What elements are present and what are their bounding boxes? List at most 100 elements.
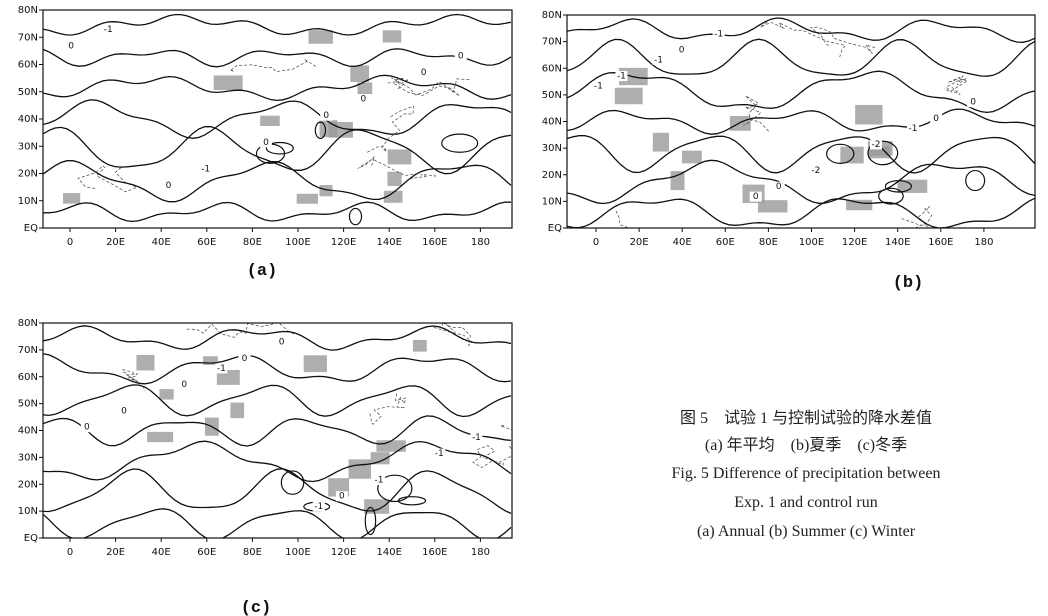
- contour-label: -2: [871, 140, 880, 150]
- coastline: [943, 75, 969, 95]
- x-tick-label: 0: [67, 547, 73, 558]
- y-tick-label: 20N: [18, 479, 38, 490]
- terrain-shade: [614, 87, 643, 105]
- contour-label: -1: [104, 25, 113, 35]
- contour-loop: [364, 506, 377, 536]
- x-tick-label: 180: [974, 237, 993, 248]
- contour-label: 0: [263, 138, 269, 148]
- contour-label: 0: [753, 192, 759, 202]
- x-tick-label: 180: [471, 547, 490, 558]
- contour-line: [43, 325, 512, 351]
- coastline: [472, 444, 512, 468]
- contour-label-bg: [930, 113, 943, 124]
- terrain-shade: [308, 30, 333, 44]
- contour-label: -2: [811, 166, 820, 176]
- contour-line: [43, 99, 512, 139]
- contour-line: [43, 415, 512, 447]
- contour-label: -1: [435, 449, 444, 459]
- terrain-shade: [412, 339, 427, 352]
- x-tick-label: 20E: [106, 547, 125, 558]
- terrain-shade: [348, 459, 372, 479]
- x-tick-label: 160E: [422, 237, 447, 248]
- contour-label: -1: [714, 29, 723, 39]
- terrain-shade: [147, 431, 174, 443]
- terrain-shade: [319, 185, 333, 197]
- x-tick-label: 60E: [716, 237, 735, 248]
- y-tick-label: EQ: [24, 533, 38, 544]
- coastline: [369, 393, 407, 425]
- contour-label-bg: [592, 81, 605, 92]
- contour-label-bg: [470, 432, 483, 443]
- contour-label-bg: [652, 54, 665, 65]
- coastline: [500, 425, 512, 430]
- terrain-shade: [652, 132, 669, 152]
- x-tick-label: 140E: [885, 237, 910, 248]
- y-tick-label: 70N: [18, 32, 38, 43]
- x-tick-label: 60E: [197, 547, 216, 558]
- terrain-shade: [681, 150, 702, 164]
- y-tick-label: 80N: [18, 5, 38, 16]
- y-tick-label: 60N: [18, 372, 38, 383]
- contour-label-bg: [869, 139, 882, 150]
- contour-label: 0: [181, 380, 187, 390]
- x-tick-label: 0: [67, 237, 73, 248]
- x-tick-label: 100E: [285, 237, 310, 248]
- x-tick-label: 160E: [422, 547, 447, 558]
- map-panel: 0 0 0 -1 -2 -1 0 -2 -1 -1 0 -1 80N 70N 60N 50N 40N 30N 20N…: [542, 10, 1036, 293]
- panel-label: (a): [247, 262, 278, 281]
- y-tick-label: 70N: [18, 345, 38, 356]
- contour-line: [567, 17, 1035, 43]
- coastline: [229, 59, 317, 73]
- terrain-shade: [897, 179, 928, 193]
- contour-label-bg: [454, 51, 467, 62]
- x-tick-label: 120E: [331, 547, 356, 558]
- contour-line: [43, 384, 512, 418]
- contour-label: -1: [594, 82, 603, 92]
- x-tick-label: 120E: [842, 237, 867, 248]
- contour-line: [43, 126, 512, 175]
- contour-label: 0: [679, 45, 685, 55]
- contour-label-bg: [907, 123, 920, 134]
- contour-loop: [314, 121, 327, 139]
- y-tick-label: 50N: [18, 399, 38, 410]
- contour-label-bg: [373, 474, 386, 485]
- contour-label-bg: [178, 379, 191, 390]
- contour-line: [43, 160, 512, 203]
- contour-label: -1: [617, 72, 626, 82]
- x-tick-label: 20E: [106, 237, 125, 248]
- contour-label-bg: [259, 137, 272, 148]
- contour-loop: [441, 133, 479, 153]
- contour-line: [567, 197, 1035, 228]
- y-tick-label: 60N: [18, 60, 38, 71]
- caption-line: (a) Annual (b) Summer (c) Winter: [697, 523, 916, 540]
- y-tick-label: 70N: [542, 37, 562, 48]
- terrain-shade: [203, 356, 218, 365]
- contour-label-bg: [357, 94, 370, 105]
- coastline: [393, 77, 461, 97]
- contour-line: [43, 508, 512, 538]
- y-tick-label: EQ: [24, 223, 38, 234]
- contour-loop: [265, 141, 294, 155]
- map-panel: 0 0 0 0 -1 0 0 -1 -1 -1 -1 80N 70N 60N 50N 40N 30N 20N 10N…: [18, 318, 513, 616]
- contour-line: [567, 38, 1035, 77]
- contour-label-bg: [417, 67, 430, 78]
- contour-line: [567, 70, 1035, 114]
- contour-label: -1: [217, 364, 226, 374]
- contour-label-bg: [320, 110, 333, 121]
- contour-loop: [867, 140, 899, 166]
- contour-label-bg: [772, 181, 785, 192]
- x-tick-label: 120E: [331, 237, 356, 248]
- contour-line: [43, 48, 512, 68]
- contour-loop: [348, 207, 363, 226]
- contour-label: 0: [68, 41, 74, 51]
- contour-label: 0: [166, 181, 172, 191]
- contour-label: 0: [339, 492, 345, 502]
- contour-label: 0: [776, 182, 782, 192]
- terrain-shade: [840, 146, 864, 164]
- contour-label-bg: [675, 44, 688, 55]
- contour-line: [567, 159, 1035, 205]
- contour-label-bg: [433, 448, 446, 459]
- coastline: [387, 77, 470, 96]
- x-tick-label: 160E: [928, 237, 953, 248]
